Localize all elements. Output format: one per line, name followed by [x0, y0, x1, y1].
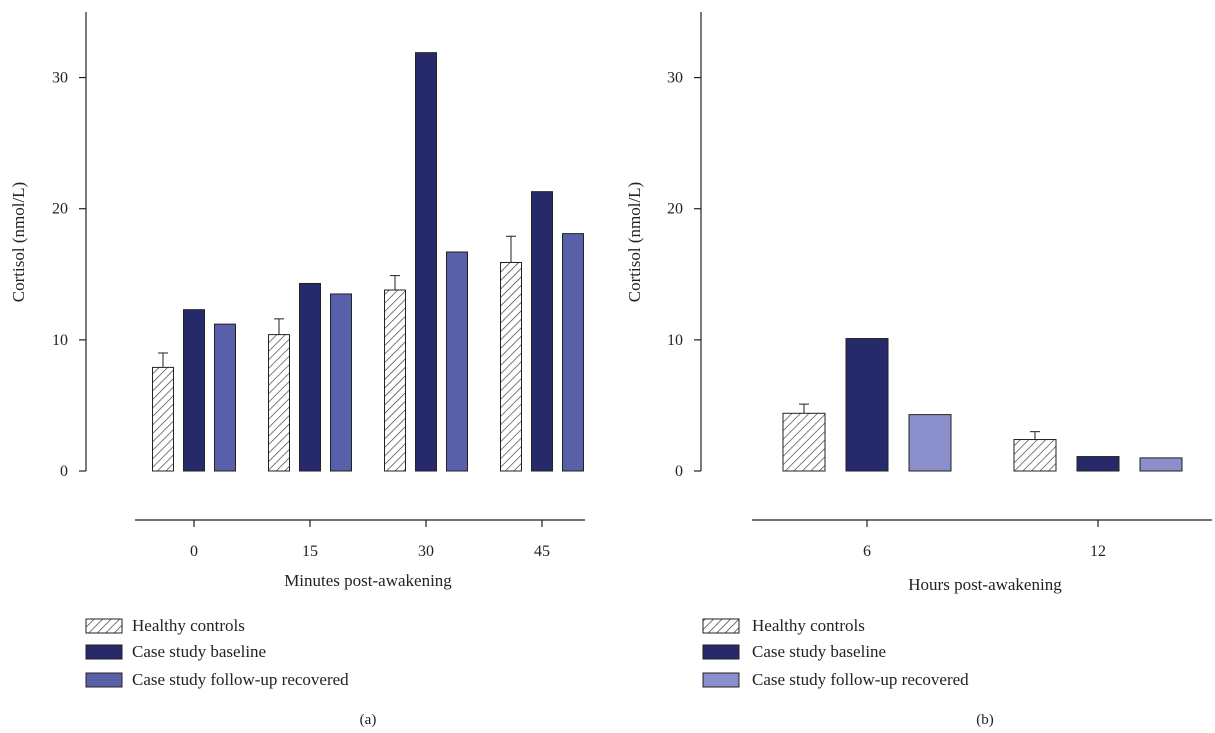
legend-label-healthy-controls: Healthy controls — [752, 616, 865, 635]
panel-a-label: (a) — [360, 712, 377, 728]
panel-b-bar-healthy-controls — [782, 412, 826, 472]
panel-a-bar-case-study-follow-up-recovered — [214, 323, 236, 472]
panel-b-y-tick-label: 10 — [667, 332, 683, 349]
legend-label-case-study-baseline: Case study baseline — [752, 642, 886, 661]
panel-a-bar-healthy-controls — [500, 261, 522, 472]
plot-layer: 0 10 20 30 0 15 30 45 0 10 20 30 6 12 — [52, 12, 1212, 560]
panel-b-x-tick-label: 6 — [863, 543, 871, 560]
panel-a-bar-case-study-follow-up-recovered — [446, 251, 468, 472]
panel-a-y-tick-label: 30 — [52, 70, 68, 87]
legend-label-healthy-controls: Healthy controls — [132, 616, 245, 635]
panel-a-xlabel: Minutes post-awakening — [284, 571, 452, 590]
panel-a-bar-healthy-controls — [384, 289, 406, 472]
legend-swatch-healthy-controls — [85, 618, 123, 634]
panel-b-bar-case-study-baseline — [1076, 456, 1120, 472]
panel-a-legend: Healthy controls Case study baseline Cas… — [85, 616, 349, 689]
panel-a-bar-case-study-baseline — [299, 282, 321, 472]
panel-a-y-tick-label: 20 — [52, 201, 68, 218]
legend-swatch-healthy-controls — [702, 618, 740, 634]
panel-a-y-tick-label: 0 — [60, 463, 68, 480]
legend-swatch-case-study-baseline — [702, 644, 740, 660]
panel-a-x-tick-label: 15 — [302, 543, 318, 560]
panel-b-y-tick-label: 0 — [675, 463, 683, 480]
panel-b-y-tick-label: 30 — [667, 70, 683, 87]
panel-b-y-tick-label: 20 — [667, 201, 683, 218]
panel-a-bar-healthy-controls — [152, 366, 174, 472]
legend-label-follow-up: Case study follow-up recovered — [752, 670, 969, 689]
panel-b-bar-case-study-follow-up-recovered — [1139, 457, 1183, 472]
panel-a-y-tick-label: 10 — [52, 332, 68, 349]
panel-b-label: (b) — [976, 712, 994, 728]
panel-b: Cortisol (nmol/L) Hours post-awakening (… — [625, 182, 1062, 728]
panel-a-bar-case-study-baseline — [183, 309, 205, 472]
panel-a-bar-healthy-controls — [268, 334, 290, 472]
panel-b-x-tick-label: 12 — [1090, 543, 1106, 560]
panel-a-ylabel: Cortisol (nmol/L) — [9, 182, 28, 302]
panel-a: Cortisol (nmol/L) Minutes post-awakening… — [9, 182, 452, 728]
legend-label-case-study-baseline: Case study baseline — [132, 642, 266, 661]
panel-a-bar-case-study-follow-up-recovered — [562, 233, 584, 472]
panel-a-bar-case-study-baseline — [415, 52, 437, 472]
legend-label-follow-up: Case study follow-up recovered — [132, 670, 349, 689]
panel-b-ylabel: Cortisol (nmol/L) — [625, 182, 644, 302]
panel-b-bar-case-study-baseline — [845, 338, 889, 472]
legend-swatch-case-study-baseline — [85, 644, 123, 660]
panel-a-x-tick-label: 30 — [418, 543, 434, 560]
panel-b-bar-healthy-controls — [1013, 439, 1057, 472]
legend-swatch-follow-up — [85, 672, 123, 688]
legend-swatch-follow-up — [702, 672, 740, 688]
panel-b-legend: Healthy controls Case study baseline Cas… — [702, 616, 969, 689]
panel-b-bar-case-study-follow-up-recovered — [908, 414, 952, 472]
panel-b-xlabel: Hours post-awakening — [908, 575, 1062, 594]
panel-a-x-tick-label: 0 — [190, 543, 198, 560]
panel-a-bar-case-study-follow-up-recovered — [330, 293, 352, 472]
panel-a-bar-case-study-baseline — [531, 191, 553, 472]
panel-a-x-tick-label: 45 — [534, 543, 550, 560]
